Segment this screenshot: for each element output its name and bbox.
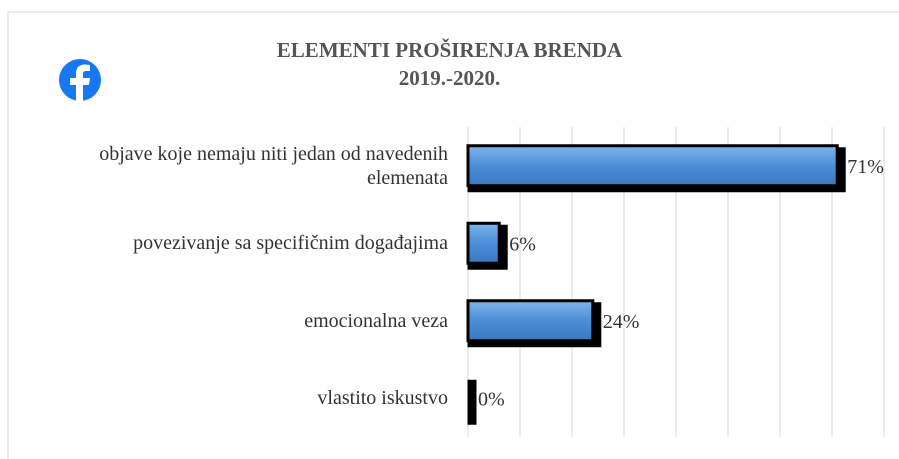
facebook-icon — [59, 59, 101, 101]
y-tick-label: objave koje nemaju niti jedan od naveden… — [99, 142, 448, 189]
chart-title: ELEMENTI PROŠIRENJA BRENDA — [276, 38, 623, 62]
y-tick-label: vlastito iskustvo — [317, 387, 448, 410]
frame — [7, 11, 899, 459]
chart-subtitle: 2019.-2020. — [398, 66, 501, 90]
y-tick-label: emocionalna veza — [304, 309, 448, 332]
data-label: 24% — [603, 311, 640, 333]
bar — [466, 299, 595, 343]
data-label: 0% — [478, 388, 505, 410]
data-label: 6% — [509, 233, 536, 255]
y-tick-label: povezivanje sa specifičnim događajima — [133, 232, 448, 255]
bar — [466, 144, 839, 188]
bar — [466, 221, 501, 265]
data-label: 71% — [847, 156, 884, 178]
bar-shadow — [467, 379, 477, 425]
